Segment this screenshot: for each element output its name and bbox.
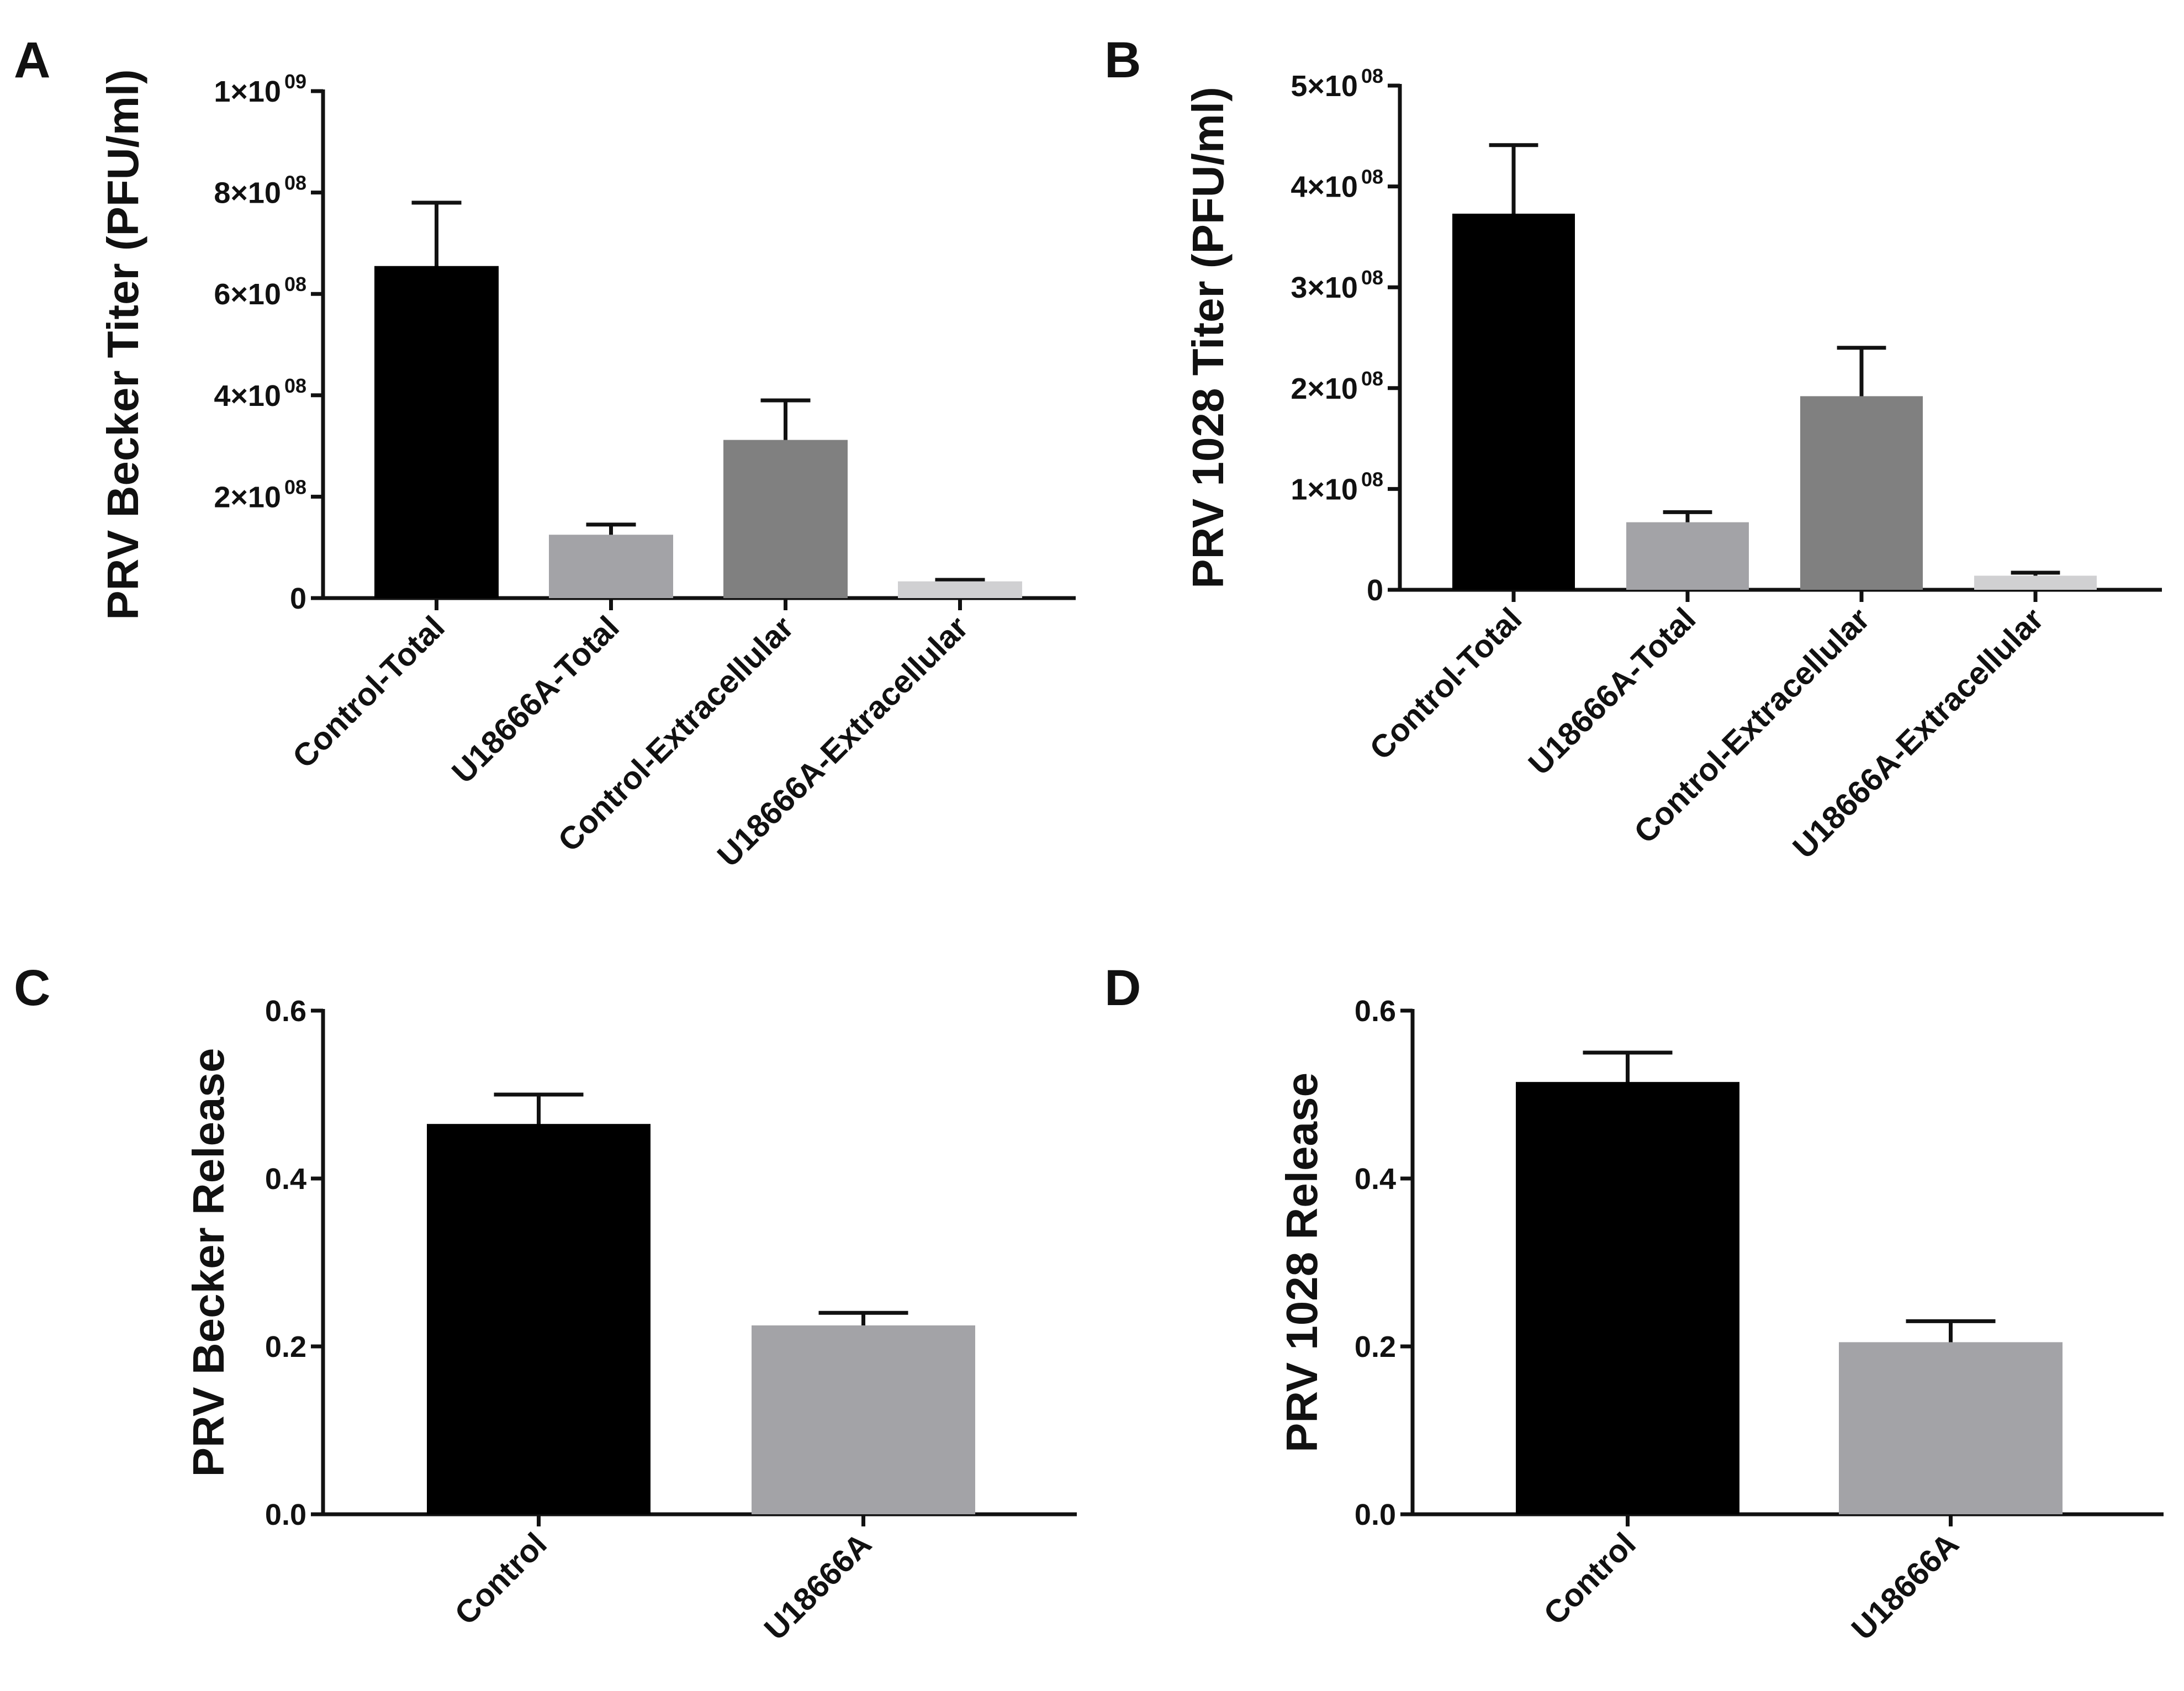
- bar: [1452, 213, 1575, 590]
- y-tick-label: 0.4: [1355, 1162, 1396, 1196]
- y-tick-label: 0: [1367, 574, 1383, 607]
- x-category-label: Control: [448, 1526, 554, 1632]
- panel-letter: B: [1104, 32, 1141, 88]
- y-axis-title: PRV Becker Release: [184, 1048, 233, 1477]
- x-category-label: U18666A: [1844, 1526, 1965, 1647]
- panel-a: A PRV Becker Titer (PFU/ml) 0 2×10 08 4×10 08 6…: [14, 32, 1076, 874]
- y-tick-label: 0.4: [265, 1162, 306, 1196]
- y-tick-label: 3×10 08: [1291, 266, 1383, 304]
- y-tick-label: 0.2: [265, 1330, 306, 1364]
- bar: [427, 1124, 651, 1514]
- x-category-label: U18666A-Total: [1521, 601, 1702, 782]
- bar: [549, 535, 673, 598]
- y-tick-label: 0.6: [1355, 995, 1396, 1028]
- y-tick-label: 0.2: [1355, 1330, 1396, 1364]
- x-category-label: Control-Total: [1363, 601, 1529, 767]
- panel-letter: D: [1104, 960, 1141, 1016]
- panel-c: C PRV Becker Release 0.0 0.2 0.4 0.6 Control U1…: [14, 960, 1077, 1647]
- y-tick-label: 8×10 08: [214, 172, 306, 210]
- y-axis-title: PRV 1028 Titer (PFU/ml): [1183, 87, 1233, 588]
- y-tick-label: 0.6: [265, 995, 306, 1028]
- y-axis-title: PRV 1028 Release: [1277, 1072, 1326, 1452]
- bar: [1839, 1342, 2063, 1514]
- y-axis-title: PRV Becker Titer (PFU/ml): [98, 69, 147, 620]
- bar: [898, 581, 1022, 598]
- bar: [1626, 522, 1749, 590]
- x-category-label: U18666A: [757, 1526, 878, 1647]
- y-tick-label: 4×10 08: [1291, 166, 1383, 204]
- bar: [374, 266, 499, 599]
- y-tick-label: 0.0: [265, 1498, 306, 1531]
- y-tick-label: 0: [290, 582, 306, 615]
- y-tick-label: 4×10 08: [214, 374, 306, 413]
- y-tick-label: 2×10 08: [214, 475, 306, 514]
- bar: [1974, 575, 2097, 590]
- bar: [1800, 396, 1923, 590]
- x-category-label: Control-Total: [285, 609, 451, 775]
- bar: [752, 1325, 975, 1514]
- y-tick-label: 1×10 09: [214, 70, 306, 108]
- panel-d: D PRV 1028 Release 0.0 0.2 0.4 0.6 Control U186…: [1104, 960, 2164, 1647]
- x-category-label: Control: [1537, 1526, 1643, 1632]
- y-tick-label: 6×10 08: [214, 273, 306, 311]
- panel-b: B PRV 1028 Titer (PFU/ml) 0 1×10 08 2×10 08 3×1…: [1104, 32, 2162, 865]
- bar: [1516, 1082, 1739, 1514]
- panel-letter: A: [14, 32, 50, 88]
- bar: [723, 440, 848, 598]
- panel-letter: C: [14, 960, 50, 1016]
- y-tick-label: 1×10 08: [1291, 468, 1383, 506]
- y-tick-label: 0.0: [1355, 1498, 1396, 1531]
- y-tick-label: 5×10 08: [1291, 65, 1383, 103]
- y-tick-label: 2×10 08: [1291, 367, 1383, 405]
- x-category-label: U18666A-Total: [445, 609, 626, 790]
